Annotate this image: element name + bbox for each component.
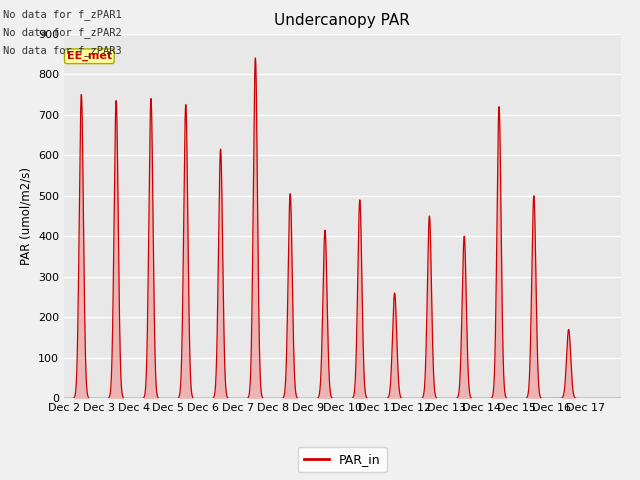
Y-axis label: PAR (umol/m2/s): PAR (umol/m2/s) [19, 167, 33, 265]
Text: No data for f_zPAR3: No data for f_zPAR3 [3, 45, 122, 56]
Text: No data for f_zPAR1: No data for f_zPAR1 [3, 9, 122, 20]
Legend: PAR_in: PAR_in [298, 447, 387, 472]
Title: Undercanopy PAR: Undercanopy PAR [275, 13, 410, 28]
Text: EE_met: EE_met [67, 51, 112, 61]
Text: No data for f_zPAR2: No data for f_zPAR2 [3, 27, 122, 38]
